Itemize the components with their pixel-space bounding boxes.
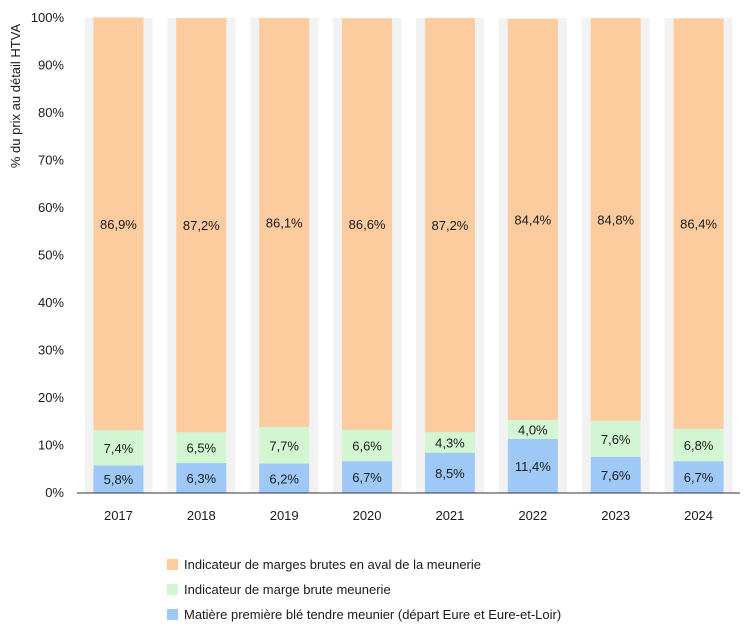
bar-segment (176, 463, 227, 493)
data-label: 7,6% (601, 432, 631, 447)
legend-swatch-meunerie (167, 584, 178, 595)
legend-label-meunerie: Indicateur de marge brute meunerie (184, 582, 391, 597)
y-tick-label: 40% (38, 295, 64, 310)
data-label: 6,3% (186, 471, 216, 486)
bar-segment (176, 432, 227, 464)
data-label: 86,1% (266, 215, 303, 230)
data-label: 7,4% (104, 441, 134, 456)
data-label: 4,3% (435, 435, 465, 450)
data-label: 87,2% (183, 218, 220, 233)
bar-segment (590, 18, 641, 421)
bar-segment (259, 426, 310, 464)
y-axis-label: % du prix au détail HTVA (8, 24, 23, 169)
bar-segment (673, 461, 724, 493)
bar-segment (424, 452, 475, 493)
bar-segment (93, 17, 144, 431)
legend-swatch-ble (167, 609, 178, 620)
y-tick-label: 90% (38, 58, 64, 73)
y-tick-label: 70% (38, 153, 64, 168)
x-tick-label: 2017 (104, 508, 133, 523)
bar-segment (673, 428, 724, 462)
bar-segment (93, 430, 144, 466)
bar-segment (342, 461, 393, 493)
x-tick-label: 2024 (684, 508, 713, 523)
y-tick-label: 80% (38, 105, 64, 120)
legend-item-ble: Matière première blé tendre meunier (dép… (167, 602, 561, 627)
legend-item-aval: Indicateur de marges brutes en aval de l… (167, 552, 561, 577)
data-label: 6,5% (186, 441, 216, 456)
x-tick-label: 2023 (601, 508, 630, 523)
bar-segment (342, 18, 393, 430)
y-tick-label: 20% (38, 390, 64, 405)
data-label: 6,2% (269, 471, 299, 486)
legend-label-aval: Indicateur de marges brutes en aval de l… (184, 557, 482, 572)
bar-segment (259, 18, 310, 427)
bar-segment (93, 465, 144, 493)
bar-segment (424, 432, 475, 453)
stacked-bar-chart: % du prix au détail HTVA 0% 10% 20% 30% 40% 5… (8, 10, 740, 523)
legend-label-ble: Matière première blé tendre meunier (dép… (184, 607, 562, 622)
data-label: 5,8% (104, 472, 134, 487)
bar-segment (507, 18, 558, 420)
data-label: 8,5% (435, 466, 465, 481)
x-tick-label: 2018 (187, 508, 216, 523)
bar-segment (590, 456, 641, 493)
bar-segment (176, 18, 227, 433)
legend: Indicateur de marges brutes en aval de l… (167, 552, 561, 627)
x-tick-label: 2022 (518, 508, 547, 523)
y-tick-label: 60% (38, 200, 64, 215)
data-label: 6,7% (352, 470, 382, 485)
legend-swatch-aval (167, 559, 178, 570)
data-label: 6,6% (352, 439, 382, 454)
x-tick-label: 2019 (270, 508, 299, 523)
data-label: 11,4% (515, 459, 551, 474)
bar-segment (507, 419, 558, 439)
y-tick-label: 100% (31, 10, 65, 25)
data-label: 84,8% (597, 212, 634, 227)
data-label: 86,4% (680, 217, 717, 232)
bar-segment (507, 438, 558, 493)
bar-segment (590, 420, 641, 457)
x-tick-label: 2021 (435, 508, 464, 523)
legend-item-meunerie: Indicateur de marge brute meunerie (167, 577, 561, 602)
x-tick-label: 2020 (353, 508, 382, 523)
y-tick-label: 10% (38, 438, 64, 453)
data-label: 86,9% (100, 217, 137, 232)
data-label: 86,6% (349, 217, 386, 232)
y-tick-label: 0% (45, 485, 64, 500)
data-label: 87,2% (432, 218, 469, 233)
data-label: 6,8% (684, 438, 714, 453)
data-label: 7,6% (601, 468, 631, 483)
data-label: 7,7% (269, 438, 299, 453)
bar-segment (259, 463, 310, 493)
bar-segment (342, 429, 393, 462)
data-label: 84,4% (514, 212, 551, 227)
bar-segment (673, 18, 724, 429)
data-label: 6,7% (684, 470, 714, 485)
data-label: 4,0% (518, 422, 548, 437)
bar-segment (424, 18, 475, 433)
y-tick-label: 30% (38, 343, 64, 358)
y-tick-label: 50% (38, 248, 64, 263)
